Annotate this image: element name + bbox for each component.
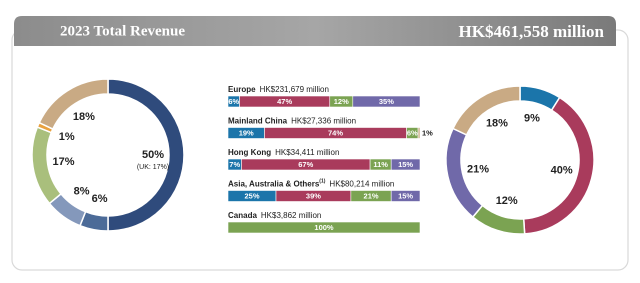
category-label: Hong Kong HK$34,411 million [228,148,339,157]
bar-value-label: 47% [277,97,292,106]
category-name: Canada [228,211,257,220]
footnote-mark: (1) [319,179,325,185]
bar-value-label: 12% [334,97,349,106]
donut-label: 12% [496,195,518,207]
amount-label: HK$27,336 million [291,117,356,126]
donut-label: 21% [467,163,489,175]
header-total: HK$461,558 million [459,22,605,41]
bar-value-label: 39% [306,191,321,200]
bar-value-label: 15% [398,191,413,200]
bar-segment [390,190,421,202]
amount-label: HK$80,214 million [329,180,394,189]
category-name: Hong Kong [228,148,271,157]
bar-value-label: 25% [244,191,259,200]
bar-value-label: 35% [379,97,394,106]
header-bar [14,16,616,46]
bar-value-label: 6% [407,128,418,137]
category-name: Mainland China [228,117,288,126]
donut-note: (UK: 17%) [137,164,169,171]
bar-value-label: 1% [422,128,433,137]
amount-label: HK$34,411 million [275,148,339,157]
donut-label: 50% [142,149,164,161]
bar-value-label: 15% [398,160,413,169]
bar-value-label: 19% [239,128,254,137]
donut-label: 18% [73,111,95,123]
donut-segment [38,78,109,131]
donut-segment [452,85,521,136]
donut-label: 8% [74,185,90,197]
donut-label: 40% [551,165,573,177]
amount-label: HK$231,679 million [260,85,329,94]
bar-value-label: 67% [298,160,313,169]
bar-value-label: 11% [373,160,388,169]
bar-value-label: 6% [228,97,239,106]
category-label: Asia, Australia & Others(1) HK$80,214 mil… [228,179,394,189]
donut-label: 6% [92,193,108,205]
category-label: Europe HK$231,679 million [228,85,329,94]
header-title: 2023 Total Revenue [60,23,185,39]
bar-segment [227,221,421,234]
bar-segment [390,158,421,171]
bar-segment [417,127,421,139]
bar-value-label: 7% [229,160,240,169]
category-label: Canada HK$3,862 million [228,211,321,220]
bar-value-label: 74% [328,128,343,137]
bar-value-label: 100% [314,223,334,232]
category-name: Asia, Australia & Others [228,180,320,189]
amount-label: HK$3,862 million [261,211,321,220]
donut-label: 1% [59,131,75,143]
donut-label: 18% [486,118,508,130]
category-name: Europe [228,85,256,94]
category-label: Mainland China HK$27,336 million [228,117,356,126]
donut-label: 17% [53,156,75,168]
bar-segment [352,95,421,108]
bar-value-label: 21% [364,191,379,200]
donut-label: 9% [524,113,540,125]
